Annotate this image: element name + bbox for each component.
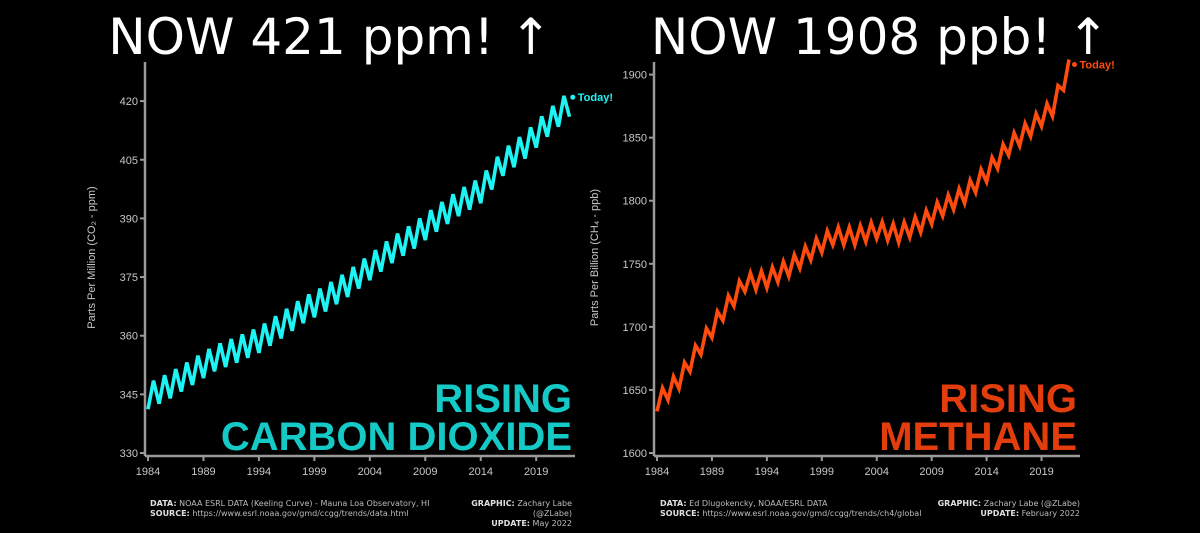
methane-chart: 1600 1650 1700 1750 1800 1850 1900 1984 1989 1994… <box>589 59 1115 478</box>
today-annotation: Today! <box>1080 60 1115 72</box>
y-tick-label: 1800 <box>623 196 647 208</box>
graphic-text: Zachary Labe (@ZLabe) <box>517 499 572 518</box>
x-tick-label: 1999 <box>810 466 834 478</box>
data-label: DATA: <box>660 499 687 508</box>
graphic-label: GRAPHIC: <box>937 499 982 508</box>
big-label-line-1: RISING <box>939 377 1077 421</box>
co2-chart: 330 345 360 375 390 405 420 1984 1989 1994 1999 200… <box>86 62 613 478</box>
big-label-line-1: RISING <box>434 377 572 421</box>
x-tick-label: 2014 <box>974 466 998 478</box>
series-line <box>655 59 1071 412</box>
y-tick-label: 1850 <box>623 133 647 145</box>
update-label: UPDATE: <box>491 519 530 528</box>
x-tick-label: 1994 <box>755 466 779 478</box>
x-tick-label: 1999 <box>302 466 326 478</box>
methane-footer-sources: DATA: Ed Dlugokencky, NOAA/ESRL DATA SOU… <box>660 499 940 519</box>
y-axis-label: Parts Per Million (CO₂ - ppm) <box>86 186 98 328</box>
update-label: UPDATE: <box>980 509 1020 518</box>
data-text: NOAA ESRL DATA (Keeling Curve) - Mauna L… <box>179 499 430 508</box>
co2-footer-credits: GRAPHIC: Zachary Labe (@ZLabe) UPDATE: M… <box>430 499 572 529</box>
y-axis-label: Parts Per Billion (CH₄ - ppb) <box>589 189 601 326</box>
x-tick-label: 1984 <box>136 466 160 478</box>
today-point <box>570 94 576 100</box>
methane-footer-credits: GRAPHIC: Zachary Labe (@ZLabe) UPDATE: F… <box>930 499 1080 519</box>
y-tick-label: 420 <box>120 96 138 108</box>
data-label: DATA: <box>150 499 177 508</box>
today-annotation: Today! <box>578 92 613 104</box>
x-tick-label: 1989 <box>191 466 215 478</box>
y-tick-label: 1650 <box>623 385 647 397</box>
x-tick-label: 2009 <box>413 466 437 478</box>
y-tick-label: 390 <box>120 213 138 225</box>
graphic-label: GRAPHIC: <box>471 499 515 508</box>
co2-headline: NOW 421 ppm! ↑ <box>108 8 552 66</box>
source-text: https://www.esrl.noaa.gov/gmd/ccgg/trend… <box>192 509 409 518</box>
x-tick-label: 2019 <box>524 466 548 478</box>
graphic-text: Zachary Labe (@ZLabe) <box>983 499 1080 508</box>
series-line <box>146 95 572 410</box>
x-tick-label: 1984 <box>645 466 669 478</box>
x-tick-label: 2009 <box>919 466 943 478</box>
update-text: February 2022 <box>1021 509 1080 518</box>
y-tick-label: 1600 <box>623 448 647 460</box>
x-tick-label: 2004 <box>864 466 888 478</box>
source-label: SOURCE: <box>660 509 700 518</box>
today-point <box>1072 62 1078 68</box>
x-tick-label: 2014 <box>468 466 492 478</box>
x-tick-label: 2004 <box>358 466 382 478</box>
data-text: Ed Dlugokencky, NOAA/ESRL DATA <box>689 499 828 508</box>
update-text: May 2022 <box>532 519 572 528</box>
x-tick-label: 1994 <box>247 466 271 478</box>
methane-headline: NOW 1908 ppb! ↑ <box>650 8 1110 66</box>
co2-footer-sources: DATA: NOAA ESRL DATA (Keeling Curve) - M… <box>150 499 440 519</box>
source-text: https://www.esrl.noaa.gov/gmd/ccgg/trend… <box>702 509 922 518</box>
y-tick-label: 1900 <box>623 70 647 82</box>
y-tick-label: 1700 <box>623 322 647 334</box>
source-label: SOURCE: <box>150 509 190 518</box>
y-tick-label: 1750 <box>623 259 647 271</box>
y-tick-label: 345 <box>120 389 138 401</box>
big-label-line-2: CARBON DIOXIDE <box>221 415 572 459</box>
big-label-line-2: METHANE <box>879 415 1077 459</box>
y-tick-label: 405 <box>120 155 138 167</box>
y-tick-label: 360 <box>120 331 138 343</box>
y-tick-label: 330 <box>120 448 138 460</box>
x-tick-label: 1989 <box>700 466 724 478</box>
y-tick-label: 375 <box>120 272 138 284</box>
x-tick-label: 2019 <box>1029 466 1053 478</box>
